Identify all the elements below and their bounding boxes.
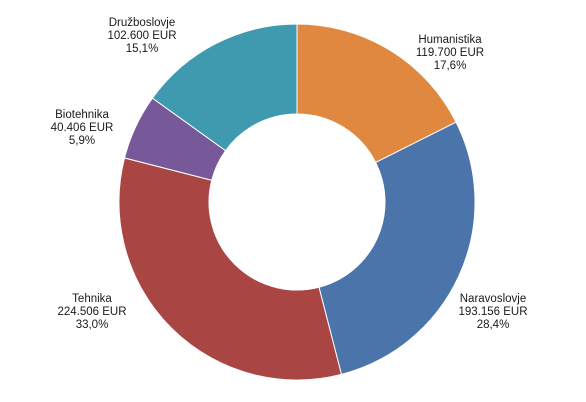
data-label-biotehnika: Biotehnika 40.406 EUR 5,9% bbox=[51, 109, 114, 147]
data-label-humanistika: Humanistika 119.700 EUR 17,6% bbox=[416, 34, 484, 72]
data-label-tehnika: Tehnika 224.506 EUR 33,0% bbox=[57, 293, 126, 331]
label-percent: 15,1% bbox=[126, 43, 159, 55]
label-category: Tehnika bbox=[72, 293, 112, 305]
label-value: 193.156 EUR bbox=[458, 306, 527, 318]
slice-humanistika bbox=[296, 23, 457, 164]
slice-družboslovje bbox=[151, 23, 298, 152]
label-category: Humanistika bbox=[418, 34, 482, 46]
label-value: 40.406 EUR bbox=[51, 122, 114, 134]
slice-naravoslovje bbox=[318, 121, 476, 375]
label-category: Naravoslovje bbox=[460, 293, 526, 305]
label-percent: 28,4% bbox=[477, 319, 510, 331]
label-category: Biotehnika bbox=[55, 109, 109, 121]
label-category: Družboslovje bbox=[109, 17, 175, 29]
data-label-družboslovje: Družboslovje 102.600 EUR 15,1% bbox=[107, 17, 176, 55]
slices-group bbox=[118, 23, 476, 381]
slice-tehnika bbox=[118, 157, 343, 381]
data-label-naravoslovje: Naravoslovje 193.156 EUR 28,4% bbox=[458, 293, 527, 331]
label-percent: 33,0% bbox=[76, 319, 109, 331]
labels-group: Humanistika 119.700 EUR 17,6%Naravoslovje 1… bbox=[51, 17, 528, 331]
label-value: 224.506 EUR bbox=[57, 306, 126, 318]
label-value: 102.600 EUR bbox=[107, 30, 176, 42]
label-value: 119.700 EUR bbox=[416, 47, 484, 59]
label-percent: 5,9% bbox=[69, 135, 95, 147]
label-percent: 17,6% bbox=[434, 60, 467, 72]
